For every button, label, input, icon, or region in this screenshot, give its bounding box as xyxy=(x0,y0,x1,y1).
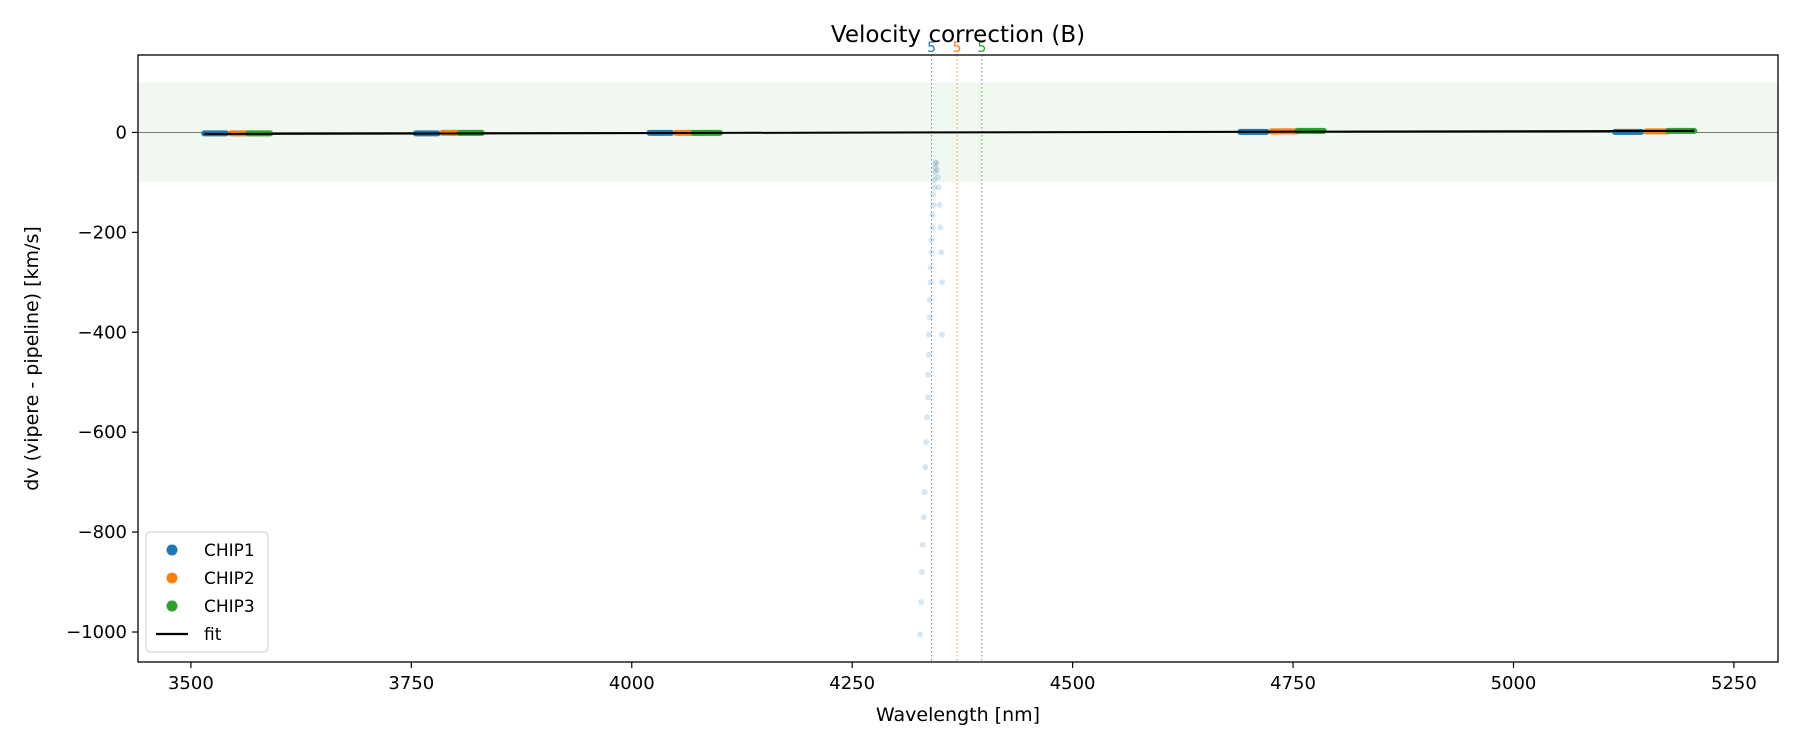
x-tick-label: 4000 xyxy=(609,673,655,694)
legend-label-chip2: CHIP2 xyxy=(204,569,255,589)
x-tick-label: 4500 xyxy=(1050,673,1096,694)
legend-marker-chip1 xyxy=(166,544,178,556)
y-tick-label: 0 xyxy=(116,122,127,143)
legend-marker-chip3 xyxy=(166,600,178,612)
legend-box xyxy=(145,531,269,653)
outlier-point xyxy=(917,631,924,638)
outlier-point xyxy=(931,176,938,183)
outlier-point xyxy=(926,296,933,303)
outlier-point xyxy=(932,164,939,171)
outlier-point xyxy=(929,211,936,218)
y-axis-title: dv (vipere - pipeline) [km/s] xyxy=(21,226,43,491)
y-tick-label: −800 xyxy=(78,522,127,543)
outlier-point xyxy=(939,279,946,286)
outlier-point xyxy=(931,184,938,191)
outlier-point xyxy=(929,224,936,231)
outlier-point xyxy=(925,371,932,378)
outlier-point xyxy=(932,160,939,167)
order-marker-label-chip3: 5 xyxy=(977,40,986,56)
outlier-point xyxy=(919,541,926,548)
outlier-point xyxy=(937,224,944,231)
outlier-point xyxy=(925,394,932,401)
fit-line xyxy=(204,129,1695,135)
order-marker-label-chip1: 5 xyxy=(927,40,936,56)
chart-title: Velocity correction (B) xyxy=(831,22,1085,48)
outlier-point xyxy=(920,514,927,521)
y-tick-label: −1000 xyxy=(66,622,127,643)
y-axis-ticks: 0 −200 −400 −600 −800 −1000 xyxy=(66,122,138,643)
outlier-point xyxy=(936,201,943,208)
x-tick-label: 5000 xyxy=(1491,673,1537,694)
outlier-point xyxy=(927,264,934,271)
outlier-point xyxy=(932,159,939,166)
x-tick-label: 4250 xyxy=(829,673,875,694)
x-tick-label: 3500 xyxy=(168,673,214,694)
fit-layer xyxy=(204,129,1695,135)
legend-label-chip1: CHIP1 xyxy=(204,541,255,561)
outlier-point xyxy=(925,331,932,338)
outlier-point xyxy=(927,279,934,286)
outlier-point xyxy=(938,249,945,256)
outlier-point xyxy=(923,439,930,446)
outlier-point xyxy=(933,166,940,173)
legend-label-chip3: CHIP3 xyxy=(204,597,255,617)
outlier-point xyxy=(922,464,929,471)
outlier-point xyxy=(935,184,942,191)
outlier-layer xyxy=(917,159,946,638)
axes-frame xyxy=(137,54,1779,663)
outlier-point xyxy=(924,414,931,421)
outlier-point xyxy=(917,599,924,606)
outlier-point xyxy=(932,169,939,176)
y-tick-label: −600 xyxy=(78,422,127,443)
y-tick-label: −200 xyxy=(78,222,127,243)
x-tick-label: 5250 xyxy=(1711,673,1757,694)
outlier-point xyxy=(930,191,937,198)
legend-label-fit: fit xyxy=(204,625,222,645)
outlier-point xyxy=(925,351,932,358)
outlier-point xyxy=(921,489,928,496)
legend: CHIP1 CHIP2 CHIP3 fit xyxy=(145,531,269,653)
outlier-point xyxy=(934,174,941,181)
outlier-point xyxy=(930,201,937,208)
y-tick-label: −400 xyxy=(78,322,127,343)
x-tick-label: 3750 xyxy=(388,673,434,694)
x-axis-ticks: 3500 3750 4000 4250 4500 4750 5000 5250 xyxy=(168,662,1757,694)
outlier-point xyxy=(939,331,946,338)
legend-marker-chip2 xyxy=(166,572,178,584)
x-tick-label: 4750 xyxy=(1270,673,1316,694)
outlier-point xyxy=(918,569,925,576)
x-axis-title: Wavelength [nm] xyxy=(876,704,1040,726)
order-marker-label-chip2: 5 xyxy=(953,40,962,56)
